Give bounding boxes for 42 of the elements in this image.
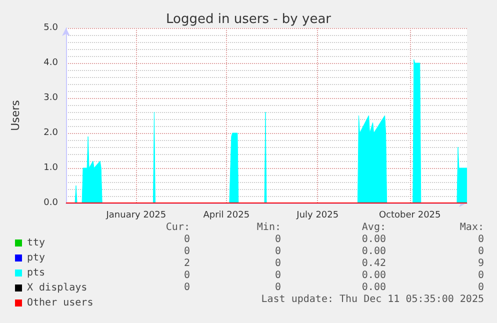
text: 0 xyxy=(274,246,281,257)
text: Last update: Thu Dec 11 05:35:00 2025 xyxy=(261,294,484,305)
y-tick-label: 4.0 xyxy=(44,58,58,68)
x-tick-label: October 2025 xyxy=(378,210,441,220)
legend-label: X displays xyxy=(27,282,88,294)
text: 0 xyxy=(184,282,190,293)
text: 0.00 xyxy=(362,282,386,293)
y-tick-label: 5.0 xyxy=(44,23,58,33)
legend-label: pty xyxy=(27,252,46,264)
y-tick-label: 1.0 xyxy=(44,163,58,173)
text: 0.00 xyxy=(362,270,386,281)
legend-label: Other users xyxy=(27,298,94,308)
y-tick-label: 2.0 xyxy=(44,128,58,138)
text: 0 xyxy=(478,234,484,245)
text: 0 xyxy=(478,282,484,293)
x-tick-label: April 2025 xyxy=(203,210,250,220)
text: 0 xyxy=(274,270,281,281)
text: 0 xyxy=(274,282,281,293)
text: 0 xyxy=(184,246,190,257)
text: 0 xyxy=(478,246,484,257)
text: 0 xyxy=(274,258,281,269)
text: 9 xyxy=(478,258,484,269)
text: 2 xyxy=(184,258,190,269)
text: Min: xyxy=(256,222,281,233)
legend-label: tty xyxy=(27,238,46,248)
x-tick-label: July 2025 xyxy=(296,210,339,220)
text: 0 xyxy=(274,234,281,245)
text: 0 xyxy=(478,270,484,281)
legend-label: pts xyxy=(27,268,46,278)
y-axis-title: Users xyxy=(9,100,22,131)
y-tick-label: 0.0 xyxy=(44,198,58,208)
text: 0.00 xyxy=(362,246,386,257)
text: 0.42 xyxy=(362,258,386,269)
text: 0 xyxy=(184,234,190,245)
text: Cur: xyxy=(166,222,190,233)
text: Avg: xyxy=(362,222,386,233)
text: 0 xyxy=(184,270,190,281)
y-tick-label: 3.0 xyxy=(44,93,58,103)
text: 0.00 xyxy=(362,234,386,245)
x-tick-label: January 2025 xyxy=(105,210,166,220)
chart-title: Logged in users - by year xyxy=(166,12,332,27)
text: Max: xyxy=(460,222,484,233)
